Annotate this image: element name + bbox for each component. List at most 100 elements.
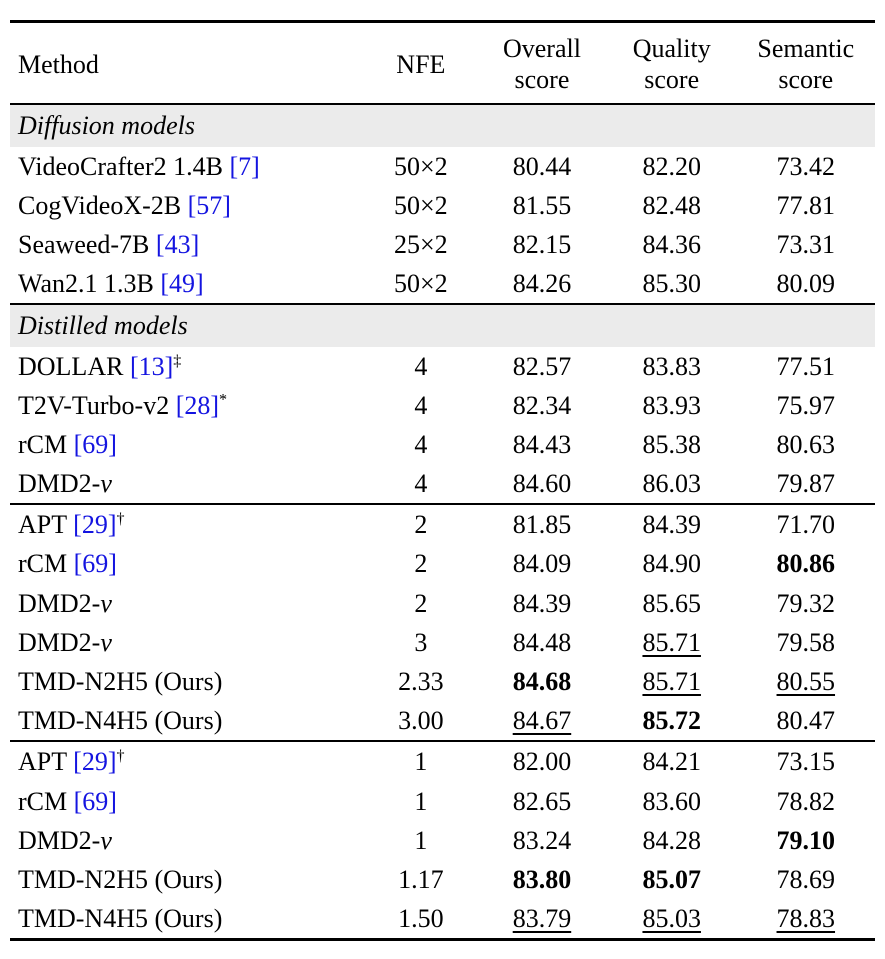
method-cell: rCM [69] [10,425,365,464]
method-cell: Wan2.1 1.3B [49] [10,264,365,304]
citation-link[interactable]: [29] [73,510,117,540]
method-name: rCM [18,549,68,579]
method-name: APT [18,747,67,777]
nfe-cell: 4 [414,469,428,499]
table-row: DMD2-v 3 84.48 85.71 79.58 [10,623,875,662]
method-cell: DMD2-v [10,584,365,623]
method-cell: APT [29]† [10,503,365,545]
overall-score-cell: 84.26 [477,264,607,304]
method-cell: DMD2-v [10,821,365,860]
method-cell: rCM [69] [10,544,365,583]
semantic-score-cell: 78.82 [737,782,875,821]
nfe-cell: 1 [364,740,478,782]
table-row: TMD-N4H5 (Ours) 1.50 83.79 85.03 78.83 [10,899,875,940]
overall-score-cell: 82.57 [477,347,607,386]
footnote-marker: ‡ [173,351,182,369]
nfe-cell: 4 [414,390,428,420]
score-value: 80.55 [776,667,836,696]
citation-link[interactable]: [69] [73,549,117,579]
method-name: T2V-Turbo-v2 [18,390,170,420]
quality-score-cell: 84.36 [607,225,737,264]
quality-score-cell: 82.48 [607,186,737,225]
score-value: 84.39 [642,510,701,540]
score-value: 77.81 [776,190,836,220]
citation-link[interactable]: [7] [229,151,260,181]
table-row: DOLLAR [13]‡ 4 82.57 83.83 77.51 [10,347,875,386]
score-value: 79.87 [776,469,836,499]
header-quality-score: Quality score [606,21,737,106]
semantic-score-cell: 73.31 [737,225,875,264]
nfe-cell: 3.00 [398,706,444,736]
header-method: Method [10,21,365,106]
citation-link[interactable]: [49] [160,269,204,299]
overall-score-cell: 84.67 [477,701,607,741]
score-value: 80.63 [776,429,836,459]
nfe-cell: 2 [364,503,478,545]
score-value: 84.28 [642,825,701,855]
overall-score-cell: 82.00 [477,740,607,782]
score-value: 84.68 [512,667,572,696]
overall-score-cell: 82.15 [477,225,607,264]
nfe-cell: 1 [414,786,428,816]
citation-link[interactable]: [28] [175,390,220,420]
score-value: 83.93 [642,390,701,420]
citation-link[interactable]: [69] [73,429,117,459]
nfe-cell: 25×2 [394,229,448,259]
quality-score-cell: 85.03 [607,899,737,940]
score-value: 80.09 [776,269,836,299]
semantic-score-cell: 71.70 [736,503,875,545]
method-cell: DMD2-v [10,623,365,662]
score-value: 81.85 [512,510,572,540]
score-value: 83.60 [642,786,701,816]
score-value: 84.21 [642,747,701,777]
score-value: 82.34 [512,390,572,420]
score-value: 83.24 [512,825,572,855]
table-row: TMD-N2H5 (Ours) 1.17 83.80 85.07 78.69 [10,860,875,899]
score-value: 84.60 [512,469,572,499]
overall-score-cell: 84.60 [477,464,607,504]
citation-link[interactable]: [13] [129,351,174,381]
score-value: 85.38 [642,429,701,459]
score-value: 78.83 [776,904,836,934]
quality-score-cell: 83.83 [607,347,737,386]
nfe-cell: 3 [414,627,428,657]
semantic-score-cell: 79.87 [737,464,875,504]
score-value: 82.57 [512,351,572,381]
quality-score-cell: 84.90 [607,544,737,583]
semantic-score-cell: 75.97 [737,386,875,425]
nfe-cell: 1.50 [398,904,444,934]
table-row: rCM [69] 4 84.43 85.38 80.63 [10,425,875,464]
score-value: 81.55 [512,190,572,220]
overall-score-cell: 84.48 [477,623,607,662]
nfe-cell: 2 [414,549,428,579]
nfe-cell: 4 [414,429,428,459]
score-value: 84.36 [642,229,701,259]
method-name: DMD2- [18,469,101,499]
semantic-score-cell: 78.69 [737,860,875,899]
method-name: TMD-N4H5 (Ours) [18,706,223,736]
citation-link[interactable]: [29] [73,747,117,777]
citation-link[interactable]: [57] [187,190,231,220]
semantic-score-cell: 80.47 [737,701,875,741]
citation-link[interactable]: [69] [73,786,117,816]
table-row: rCM [69] 2 84.09 84.90 80.86 [10,544,875,583]
score-value: 84.09 [512,549,572,579]
semantic-score-cell: 77.51 [737,347,875,386]
score-value: 85.71 [642,667,701,696]
header-semantic-score: Semantic score [736,21,875,106]
score-value: 83.83 [642,351,701,381]
score-value: 82.15 [512,229,572,259]
score-value: 78.69 [776,864,836,894]
method-name: TMD-N2H5 (Ours) [18,667,223,696]
score-value: 78.82 [776,786,836,816]
table-row: DMD2-v 2 84.39 85.65 79.32 [10,584,875,623]
score-value: 83.79 [512,904,572,934]
overall-score-cell: 81.55 [477,186,607,225]
footnote-marker: † [116,747,125,765]
method-name: APT [18,510,67,540]
method-cell: T2V-Turbo-v2 [28]* [10,386,365,425]
method-cell: CogVideoX-2B [57] [10,186,365,225]
method-name: rCM [18,429,68,459]
citation-link[interactable]: [43] [155,229,200,259]
overall-score-cell: 82.65 [477,782,607,821]
